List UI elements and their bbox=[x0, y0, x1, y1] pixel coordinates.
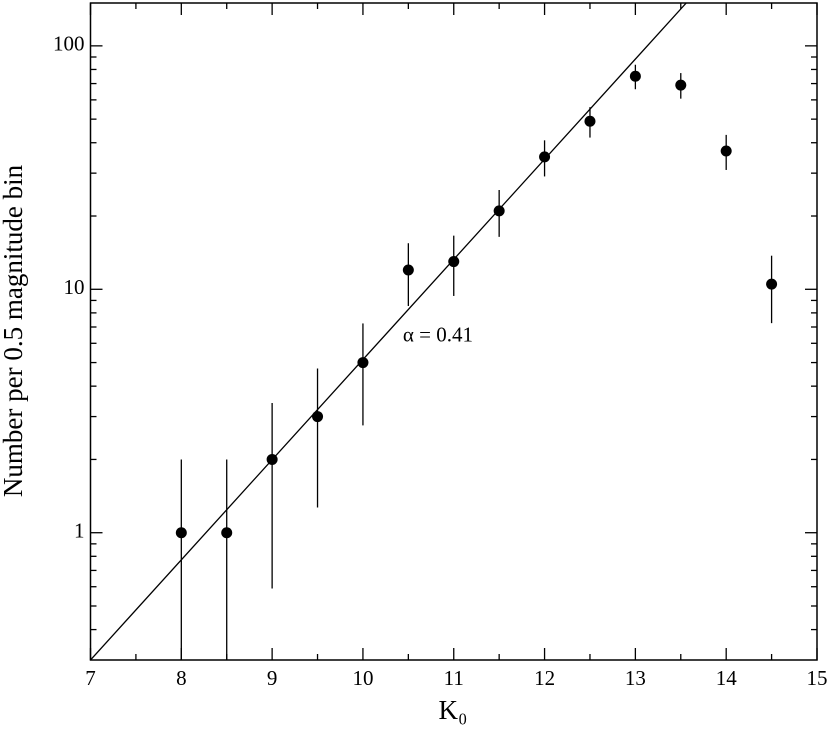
data-point bbox=[629, 70, 641, 82]
y-tick-label: 1 bbox=[74, 519, 85, 543]
x-tick-label: 9 bbox=[267, 666, 278, 690]
x-tick-label: 12 bbox=[534, 666, 555, 690]
annotation: α = 0.41 bbox=[403, 322, 473, 346]
data-point bbox=[357, 357, 369, 369]
data-point bbox=[766, 278, 778, 290]
y-tick-label: 100 bbox=[53, 32, 85, 56]
data-point bbox=[221, 527, 233, 539]
data-point bbox=[539, 151, 551, 163]
x-tick-label: 14 bbox=[716, 666, 738, 690]
x-tick-label: 10 bbox=[352, 666, 373, 690]
x-tick-label: 7 bbox=[85, 666, 96, 690]
data-point bbox=[493, 205, 505, 217]
plot-area bbox=[90, 3, 778, 660]
y-tick-label: 10 bbox=[64, 275, 85, 299]
data-point bbox=[266, 453, 278, 465]
data-point bbox=[175, 527, 187, 539]
data-point bbox=[448, 256, 460, 268]
x-tick-label: 11 bbox=[444, 666, 464, 690]
x-tick-label: 15 bbox=[807, 666, 828, 690]
data-point bbox=[584, 115, 596, 127]
y-axis-label: Number per 0.5 magnitude bin bbox=[0, 164, 28, 497]
x-axis-label: K₀ bbox=[439, 695, 468, 725]
data-point bbox=[312, 411, 324, 423]
x-tick-label: 13 bbox=[625, 666, 646, 690]
data-point bbox=[402, 264, 414, 276]
data-point bbox=[720, 145, 732, 157]
data-point bbox=[675, 79, 687, 91]
x-tick-label: 8 bbox=[176, 666, 187, 690]
fit-line bbox=[90, 3, 687, 660]
